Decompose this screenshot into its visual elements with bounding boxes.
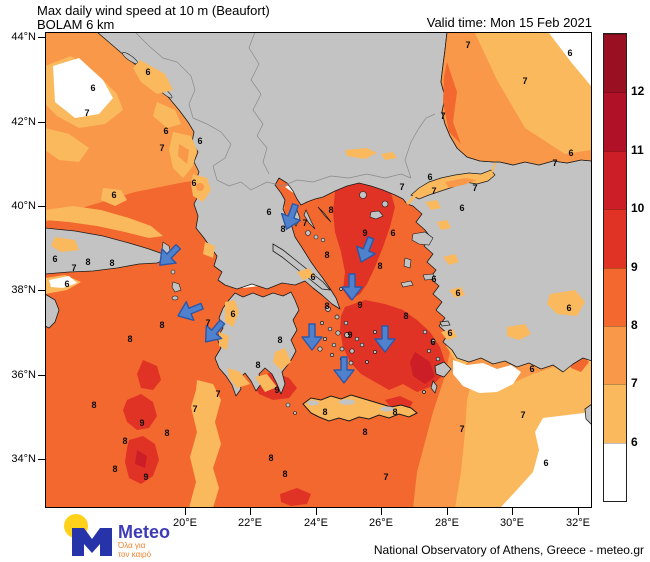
colorbar-tick-label: 10 [631, 201, 645, 216]
colorbar-tick-label: 7 [631, 376, 638, 391]
valid-time: Valid time: Mon 15 Feb 2021 [426, 15, 592, 30]
map-title: Max daily wind speed at 10 m (Beaufort) [37, 3, 270, 18]
logo-m-icon [72, 528, 112, 556]
lat-tick-label: 34°N [11, 453, 36, 465]
colorbar-segment [604, 209, 626, 268]
lon-tick-mark [578, 508, 579, 515]
lat-tick-label: 42°N [11, 116, 36, 128]
lon-tick-mark [250, 508, 251, 515]
beaufort-colorbar [603, 33, 627, 502]
lat-tick-label: 40°N [11, 200, 36, 212]
attribution-text: National Observatory of Athens, Greece -… [373, 543, 644, 557]
lat-tick-mark [38, 290, 45, 291]
lat-tick-mark [38, 37, 45, 38]
lat-tick-mark [38, 122, 45, 123]
wind-field-map [45, 32, 592, 508]
colorbar-segment [604, 92, 626, 151]
colorbar-tick-label: 9 [631, 259, 638, 274]
country-borders [134, 32, 436, 191]
lon-tick-mark [381, 508, 382, 515]
dodecanese-islands [422, 320, 451, 394]
colorbar-segment [604, 325, 626, 385]
map-canvas [45, 32, 592, 508]
lat-tick-mark [38, 459, 45, 460]
logo-wordmark: Meteo [118, 522, 170, 542]
lat-tick-label: 36°N [11, 369, 36, 381]
logo-tagline-2: τον καιρό [118, 550, 152, 559]
colorbar-segment [604, 34, 626, 93]
colorbar-segment [604, 442, 626, 501]
colorbar-segment [604, 267, 626, 326]
colorbar-tick-label: 8 [631, 317, 638, 332]
lat-tick-label: 44°N [11, 31, 36, 43]
lon-tick-label: 28°E [435, 517, 459, 529]
lat-tick-mark [38, 206, 45, 207]
lon-tick-label: 24°E [304, 517, 328, 529]
lon-tick-mark [512, 508, 513, 515]
lat-tick-mark [38, 375, 45, 376]
colorbar-tick-label: 12 [631, 84, 645, 99]
overland-wind-patches [51, 60, 585, 392]
colorbar-segment [604, 384, 626, 443]
model-name: BOLAM 6 km [37, 17, 115, 32]
lon-tick-mark [316, 508, 317, 515]
overland-wind-patches-strong [178, 144, 204, 191]
lon-tick-label: 22°E [238, 517, 262, 529]
lat-tick-label: 38°N [11, 284, 36, 296]
colorbar-tick-label: 6 [631, 434, 638, 449]
lon-tick-label: 26°E [369, 517, 393, 529]
colorbar-segment [604, 150, 626, 210]
lon-tick-mark [185, 508, 186, 515]
lon-tick-label: 30°E [500, 517, 524, 529]
lon-tick-label: 32°E [566, 517, 590, 529]
lon-tick-mark [447, 508, 448, 515]
colorbar-tick-label: 11 [631, 142, 644, 157]
logo-tagline-1: Όλα για [117, 541, 146, 550]
lon-tick-label: 20°E [173, 517, 197, 529]
meteo-logo: Meteo Όλα για τον καιρό [52, 512, 192, 562]
